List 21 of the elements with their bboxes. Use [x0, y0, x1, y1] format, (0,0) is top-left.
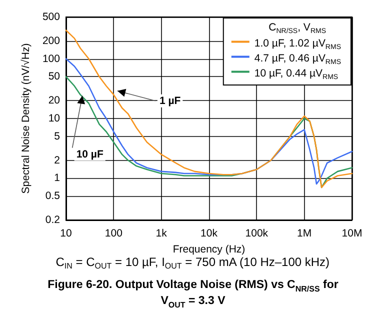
x-tick-label: 1M [297, 228, 312, 240]
y-tick-label: 20 [48, 94, 60, 107]
y-tick-label: 10 [48, 112, 60, 124]
y-tick-label: 0.5 [45, 190, 60, 202]
y-tick-label: 0.2 [45, 214, 60, 226]
x-tick-label: 100 [104, 228, 123, 240]
annotation: 1 µF [159, 94, 182, 107]
y-tick-label: 50 [48, 70, 60, 83]
x-axis-title: Frequency (Hz) [172, 244, 246, 256]
y-tick-label: 500 [42, 11, 60, 23]
y-axis-title: Spectral Noise Density (nV/√Hz) [20, 43, 32, 194]
x-tick-label: 1k [156, 228, 168, 240]
x-tick-label: 10M [342, 228, 362, 240]
y-tick-label: 5 [54, 130, 60, 142]
annotation: 10 µF [76, 148, 104, 160]
x-tick-label: 10k [200, 228, 218, 240]
y-tick-label: 2 [54, 154, 60, 166]
x-tick-label: 100k [245, 228, 269, 240]
y-tick-label: 1 [54, 172, 60, 184]
y-tick-label: 100 [42, 52, 60, 65]
y-tick-label: 200 [42, 34, 60, 47]
